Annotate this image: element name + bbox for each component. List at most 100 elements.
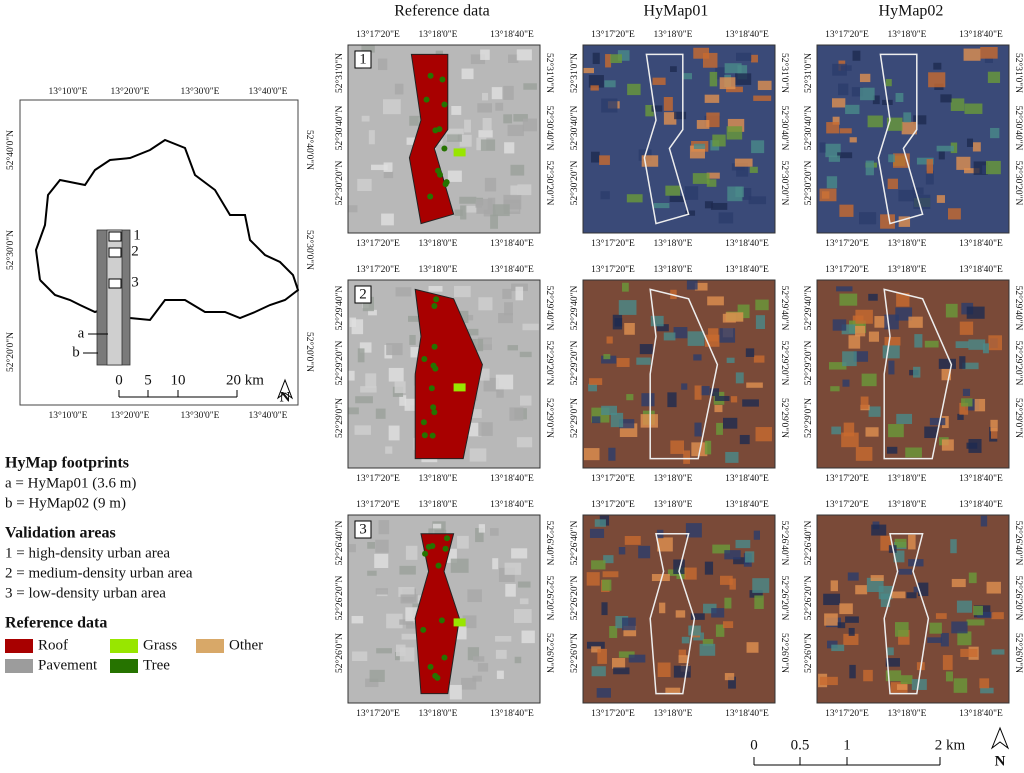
lat-label: 52°30'20"N	[1013, 161, 1024, 206]
map-texture	[959, 356, 966, 369]
map-texture	[963, 48, 981, 61]
map-texture	[405, 545, 418, 560]
map-texture	[590, 85, 599, 91]
lat-label: 52°29'0"N	[334, 398, 345, 438]
tree-patch	[433, 296, 440, 303]
map-texture	[640, 414, 658, 428]
map-texture	[503, 114, 513, 124]
legend-item: 2 = medium-density urban area	[5, 565, 193, 581]
tree-patch	[427, 72, 434, 79]
lat-label: 52°29'40"N	[1013, 286, 1024, 331]
lon-label: 13°18'0"E	[888, 264, 927, 275]
lon-label: 13°17'20"E	[591, 29, 635, 40]
map-texture	[376, 648, 392, 654]
lon-label: 13°17'20"E	[356, 29, 400, 40]
map-texture	[950, 142, 958, 154]
map-texture	[987, 71, 1001, 83]
map-panel	[816, 44, 1010, 234]
lat-label: 52°29'20"N	[569, 340, 580, 385]
map-texture	[968, 438, 982, 453]
map-texture	[483, 377, 500, 392]
lat-label: 52°31'0"N	[779, 53, 790, 93]
map-texture	[522, 118, 538, 132]
map-texture	[913, 194, 931, 209]
tree-patch	[438, 617, 445, 624]
map-texture	[601, 98, 618, 113]
map-texture	[605, 54, 612, 68]
map-texture	[349, 544, 356, 553]
map-texture	[496, 387, 504, 398]
map-texture	[586, 572, 600, 586]
map-texture	[982, 343, 989, 354]
map-texture	[591, 646, 601, 653]
map-texture	[371, 164, 388, 171]
map-texture	[848, 627, 855, 636]
lon-label: 13°17'20"E	[356, 264, 400, 275]
map-texture	[715, 67, 726, 80]
legend-item: b = HyMap02 (9 m)	[5, 495, 126, 511]
map-texture	[935, 613, 947, 619]
map-panel	[582, 514, 776, 704]
map-texture	[399, 395, 407, 406]
lon-label: 13°17'20"E	[591, 473, 635, 484]
map-texture	[693, 143, 706, 149]
map-texture	[703, 603, 717, 614]
map-texture	[984, 57, 994, 64]
lon-label: 13°17'20"E	[825, 499, 869, 510]
map-texture	[618, 300, 637, 315]
lon-label: 13°18'0"E	[654, 264, 693, 275]
map-texture	[399, 619, 414, 625]
tree-patch	[442, 545, 449, 552]
map-texture	[855, 325, 866, 337]
map-texture	[927, 637, 942, 643]
map-texture	[612, 314, 623, 330]
map-texture	[924, 340, 939, 348]
panel-frame	[816, 514, 1010, 704]
overview-frame	[19, 99, 299, 406]
map-texture	[492, 204, 510, 217]
map-texture	[602, 571, 619, 578]
lon-label: 13°17'20"E	[825, 473, 869, 484]
map-texture	[916, 157, 934, 165]
lat-label: 52°29'0"N	[569, 398, 580, 438]
map-texture	[409, 115, 422, 126]
map-texture	[959, 402, 969, 415]
map-panel	[816, 514, 1010, 704]
map-texture	[898, 629, 910, 645]
map-texture	[507, 345, 519, 351]
map-texture	[819, 142, 826, 153]
map-texture	[482, 118, 492, 131]
area-label: 3	[131, 274, 139, 290]
area-box	[108, 278, 122, 289]
map-texture	[913, 115, 927, 125]
map-texture	[888, 360, 895, 375]
map-panel	[347, 279, 541, 469]
map-texture	[673, 665, 691, 678]
lon-label: 13°17'20"E	[356, 473, 400, 484]
lat-label: 52°26'20"N	[1013, 576, 1024, 621]
map-texture	[838, 83, 849, 96]
map-texture	[959, 321, 974, 335]
lat-label: 52°30'40"N	[803, 105, 814, 150]
lon-label: 13°17'20"E	[356, 499, 400, 510]
map-texture	[385, 446, 393, 454]
map-texture	[712, 134, 726, 147]
lon-label: 13°18'40"E	[959, 499, 1003, 510]
map-texture	[882, 345, 900, 359]
map-texture	[476, 198, 493, 214]
tree-patch	[427, 663, 434, 670]
map-texture	[704, 561, 714, 575]
map-texture	[516, 437, 533, 448]
map-texture	[831, 98, 846, 108]
tree-patch	[423, 96, 430, 103]
map-texture	[868, 331, 880, 342]
map-texture	[824, 613, 838, 626]
map-texture	[925, 170, 934, 185]
footprint-a	[106, 229, 123, 366]
map-texture	[603, 555, 614, 564]
map-texture	[863, 669, 873, 682]
map-texture	[688, 625, 701, 636]
panel-frame	[582, 514, 776, 704]
lon-label: 13°18'40"E	[959, 238, 1003, 249]
map-texture	[853, 351, 869, 362]
